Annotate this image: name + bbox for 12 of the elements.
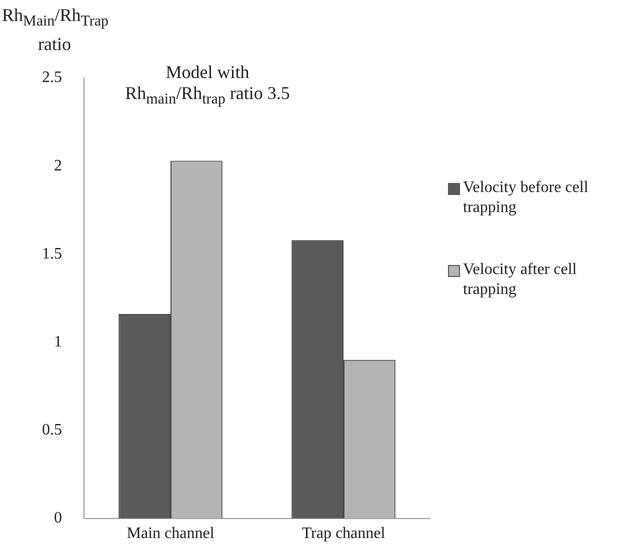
y-tick-label: 2	[54, 157, 62, 174]
y-tick-label: 0.5	[42, 422, 62, 439]
y-axis-title: Rh$_{Main}$/Rh$_{Trap}$ ratio	[2, 4, 108, 55]
legend-label: Velocity before cell trapping	[463, 178, 590, 218]
x-tick-label: Main channel	[126, 525, 215, 542]
y-tick-label: 0	[54, 510, 62, 527]
y-tick-label: 1.5	[42, 245, 62, 262]
y-tick-label: 1	[54, 333, 62, 350]
chart-title: Model with Rh$_{main}$/Rh$_{trap}$ ratio 3.5	[124, 62, 291, 110]
y-tick-label: 2.5	[42, 69, 62, 86]
legend-label: Velocity after cell trapping	[463, 260, 578, 300]
x-tick-label: Trap channel	[302, 525, 386, 542]
